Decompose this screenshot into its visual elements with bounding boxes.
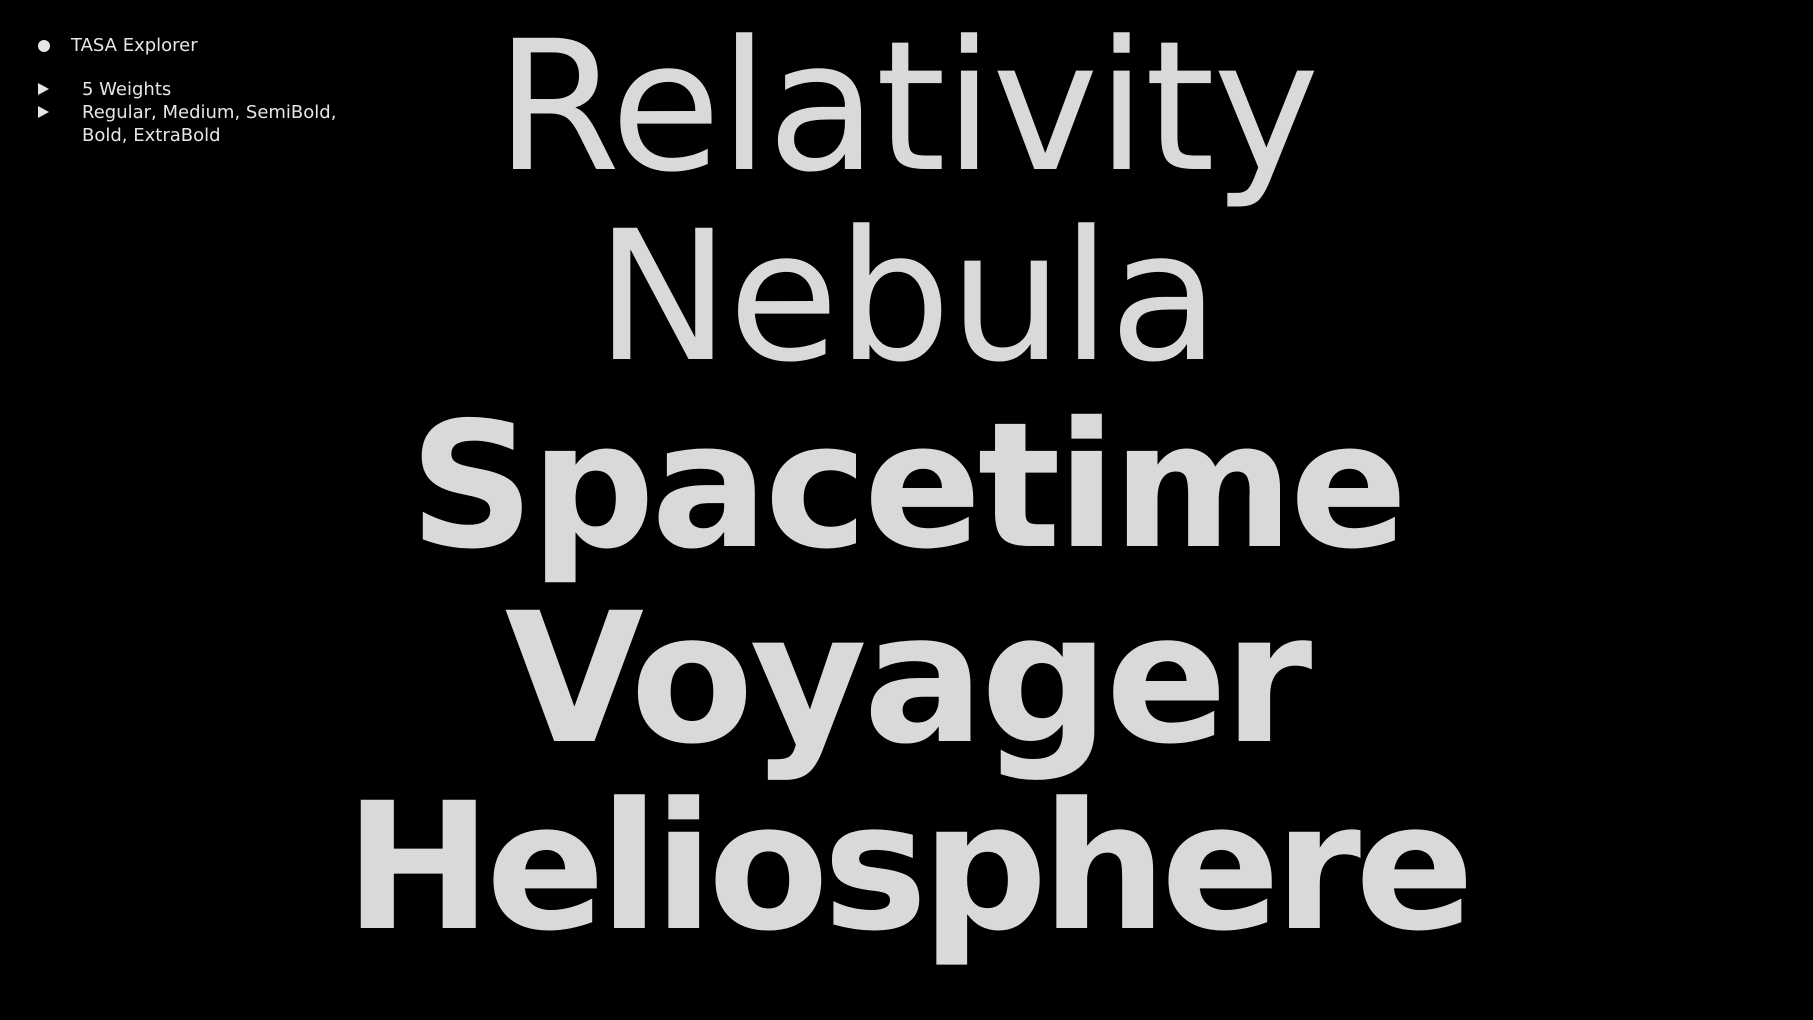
triangle-bullet-icon — [38, 83, 60, 95]
triangle-bullet-icon — [38, 106, 60, 118]
weights-count-row: 5 Weights — [38, 78, 338, 101]
circle-bullet-icon — [38, 40, 50, 52]
specimen-word-bold: Voyager — [504, 575, 1313, 784]
weights-list: Regular, Medium, SemiBold, Bold, ExtraBo… — [82, 101, 336, 147]
info-panel: TASA Explorer 5 Weights Regular, Medium,… — [38, 34, 338, 147]
weights-count: 5 Weights — [82, 79, 172, 100]
specimen-word-medium: Nebula — [595, 193, 1219, 402]
font-title-row: TASA Explorer — [38, 34, 338, 57]
specimen-word-extrabold: Heliosphere — [344, 765, 1475, 970]
font-title: TASA Explorer — [71, 35, 198, 56]
specimen-word-semibold: Spacetime — [409, 385, 1408, 588]
weights-list-line-1: Regular, Medium, SemiBold, — [82, 102, 337, 123]
weights-list-line-2: Bold, ExtraBold — [82, 125, 221, 146]
specimen-word-regular: Relativity — [495, 3, 1319, 212]
weights-list-row: Regular, Medium, SemiBold, Bold, ExtraBo… — [38, 101, 338, 147]
